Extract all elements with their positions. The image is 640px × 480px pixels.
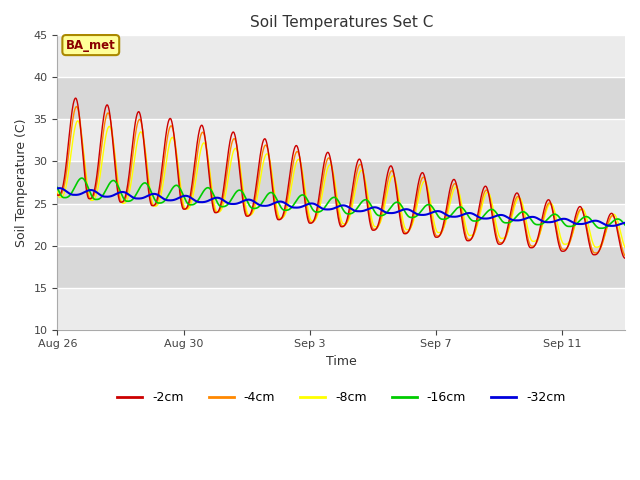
Bar bbox=[58, 246, 625, 288]
-2cm bbox=[72, 95, 79, 101]
-32cm bbox=[543, 219, 551, 225]
-32cm bbox=[356, 208, 364, 214]
Line: -2cm: -2cm bbox=[58, 98, 625, 258]
-8cm bbox=[307, 216, 314, 222]
-8cm bbox=[543, 206, 551, 212]
-32cm bbox=[621, 220, 629, 226]
-4cm bbox=[298, 163, 305, 169]
-8cm bbox=[356, 169, 364, 175]
Text: BA_met: BA_met bbox=[66, 38, 116, 51]
-16cm bbox=[298, 192, 305, 198]
-4cm bbox=[88, 196, 95, 202]
-32cm bbox=[54, 185, 61, 191]
Line: -16cm: -16cm bbox=[58, 178, 625, 228]
Y-axis label: Soil Temperature (C): Soil Temperature (C) bbox=[15, 118, 28, 247]
-32cm bbox=[298, 204, 305, 210]
-2cm bbox=[298, 166, 305, 172]
Line: -32cm: -32cm bbox=[58, 188, 625, 226]
Line: -4cm: -4cm bbox=[58, 107, 625, 256]
-4cm bbox=[419, 175, 426, 180]
-16cm bbox=[543, 217, 551, 223]
-4cm bbox=[621, 253, 629, 259]
-16cm bbox=[88, 192, 95, 198]
Bar bbox=[58, 288, 625, 330]
Legend: -2cm, -4cm, -8cm, -16cm, -32cm: -2cm, -4cm, -8cm, -16cm, -32cm bbox=[112, 386, 570, 409]
-16cm bbox=[419, 206, 426, 212]
-8cm bbox=[54, 189, 61, 195]
-4cm bbox=[54, 191, 61, 197]
-2cm bbox=[88, 195, 95, 201]
-4cm bbox=[543, 203, 551, 208]
-8cm bbox=[621, 245, 629, 251]
-8cm bbox=[298, 163, 305, 168]
Bar bbox=[58, 77, 625, 120]
Bar bbox=[58, 120, 625, 161]
-8cm bbox=[88, 197, 95, 203]
-2cm bbox=[419, 170, 426, 176]
-8cm bbox=[74, 118, 82, 124]
Bar bbox=[58, 36, 625, 77]
Bar bbox=[58, 161, 625, 204]
-32cm bbox=[56, 185, 63, 191]
Title: Soil Temperatures Set C: Soil Temperatures Set C bbox=[250, 15, 433, 30]
X-axis label: Time: Time bbox=[326, 355, 356, 368]
-32cm bbox=[419, 212, 426, 218]
-32cm bbox=[608, 223, 616, 229]
-16cm bbox=[78, 175, 86, 181]
-8cm bbox=[419, 180, 426, 186]
-2cm bbox=[54, 192, 61, 198]
-32cm bbox=[307, 201, 314, 206]
-16cm bbox=[598, 226, 605, 231]
-16cm bbox=[307, 203, 314, 209]
-4cm bbox=[356, 162, 364, 168]
-16cm bbox=[54, 185, 61, 191]
Line: -8cm: -8cm bbox=[58, 121, 625, 248]
-2cm bbox=[621, 255, 629, 261]
-4cm bbox=[72, 104, 80, 109]
-16cm bbox=[621, 222, 629, 228]
Bar bbox=[58, 204, 625, 246]
-16cm bbox=[356, 202, 364, 207]
-2cm bbox=[543, 198, 551, 204]
-2cm bbox=[307, 220, 314, 226]
-32cm bbox=[88, 187, 95, 193]
-2cm bbox=[356, 156, 364, 162]
-4cm bbox=[307, 219, 314, 225]
